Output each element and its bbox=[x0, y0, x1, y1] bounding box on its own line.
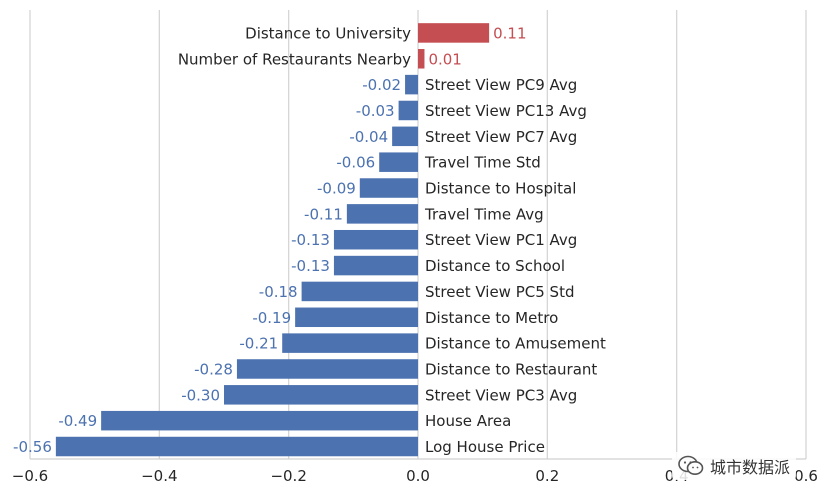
x-axis: −0.6−0.4−0.20.00.20.40.6 bbox=[12, 458, 818, 485]
value-label: 0.01 bbox=[428, 50, 461, 68]
category-label: Distance to Hospital bbox=[425, 180, 576, 198]
value-label: -0.19 bbox=[252, 309, 291, 327]
wechat-icon bbox=[678, 455, 704, 477]
watermark-text: 城市数据派 bbox=[710, 458, 791, 477]
x-tick-label: −0.4 bbox=[141, 467, 177, 485]
value-label: -0.28 bbox=[194, 360, 233, 378]
category-label: Distance to Amusement bbox=[425, 335, 606, 353]
value-label: -0.03 bbox=[356, 102, 395, 120]
value-label: -0.06 bbox=[336, 154, 375, 172]
category-label: Travel Time Avg bbox=[424, 205, 544, 223]
category-label: Street View PC5 Std bbox=[425, 283, 574, 301]
bar bbox=[282, 333, 418, 353]
x-tick-label: −0.6 bbox=[12, 467, 48, 485]
category-label: Number of Restaurants Nearby bbox=[178, 50, 411, 68]
value-label: -0.13 bbox=[291, 231, 330, 249]
category-label: Distance to Restaurant bbox=[425, 360, 597, 378]
bar bbox=[346, 204, 418, 224]
bar bbox=[418, 49, 425, 69]
bar bbox=[224, 385, 418, 405]
category-label: Street View PC13 Avg bbox=[425, 102, 587, 120]
bar bbox=[405, 74, 418, 95]
value-label: -0.09 bbox=[317, 180, 356, 198]
bar bbox=[236, 359, 418, 379]
value-label: -0.30 bbox=[181, 386, 220, 404]
category-label: Distance to Metro bbox=[425, 309, 558, 327]
bar bbox=[333, 229, 418, 250]
bars bbox=[55, 23, 490, 457]
category-label: Street View PC9 Avg bbox=[425, 76, 577, 94]
value-label: -0.11 bbox=[304, 205, 343, 223]
category-label: Distance to School bbox=[425, 257, 565, 275]
bar bbox=[295, 307, 418, 328]
value-label: -0.21 bbox=[239, 335, 278, 353]
category-label: Log House Price bbox=[425, 438, 545, 456]
category-label: House Area bbox=[425, 412, 511, 430]
category-label: Street View PC7 Avg bbox=[425, 128, 577, 146]
bar bbox=[379, 152, 418, 172]
category-label: Street View PC3 Avg bbox=[425, 386, 577, 404]
value-label: -0.18 bbox=[259, 283, 298, 301]
x-tick-label: 0.6 bbox=[794, 467, 818, 485]
bar bbox=[333, 255, 418, 276]
value-label: -0.13 bbox=[291, 257, 330, 275]
bar bbox=[301, 281, 418, 302]
category-label: Distance to University bbox=[245, 24, 411, 42]
watermark: 城市数据派 bbox=[672, 452, 797, 480]
x-tick-label: 0.2 bbox=[535, 467, 559, 485]
category-label: Street View PC1 Avg bbox=[425, 231, 577, 249]
value-label: -0.56 bbox=[13, 438, 52, 456]
bar bbox=[55, 436, 418, 457]
bar bbox=[359, 178, 418, 198]
bar bbox=[418, 23, 490, 43]
category-label: Travel Time Std bbox=[424, 154, 541, 172]
bar bbox=[398, 100, 418, 121]
labels: Distance to University 0.11 Number of Rest… bbox=[13, 24, 606, 456]
x-tick-label: 0.0 bbox=[406, 467, 430, 485]
bar bbox=[392, 126, 418, 147]
x-tick-label: −0.2 bbox=[270, 467, 306, 485]
value-label: -0.49 bbox=[58, 412, 97, 430]
value-label: -0.02 bbox=[362, 76, 401, 94]
value-label: 0.11 bbox=[493, 24, 526, 42]
bar bbox=[101, 410, 418, 431]
value-label: -0.04 bbox=[349, 128, 388, 146]
